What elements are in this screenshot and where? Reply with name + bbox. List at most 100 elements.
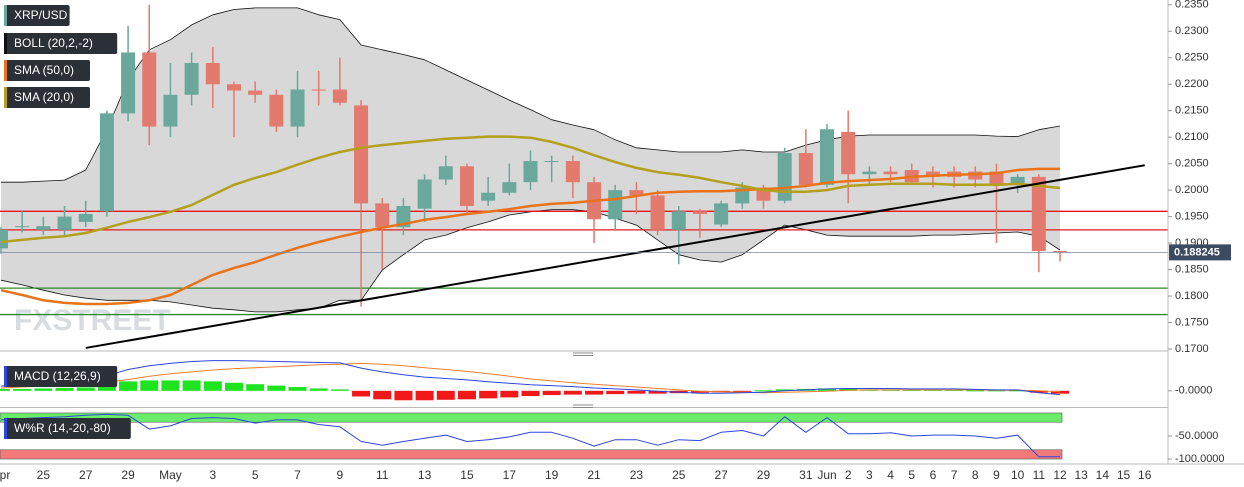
- x-tick-label: 25: [672, 468, 686, 482]
- wr-pane: [0, 412, 1063, 460]
- candle-body: [121, 52, 136, 114]
- candle-body: [205, 63, 220, 85]
- legend-box: [4, 87, 90, 108]
- macd-histogram-bar: [246, 384, 265, 391]
- macd-histogram-bar: [966, 390, 985, 392]
- y-tick-label: -50.0000: [1175, 430, 1218, 442]
- y-tick-label: 0.2300: [1175, 25, 1209, 37]
- candle-body: [502, 182, 517, 193]
- x-tick-label: 14: [1096, 468, 1110, 482]
- candle-body: [311, 89, 326, 91]
- legend-swatch: [4, 60, 7, 81]
- x-tick-label: 29: [757, 468, 771, 482]
- watermark: FXSTREET: [14, 304, 171, 337]
- macd-histogram-bar: [606, 390, 625, 395]
- macd-histogram-bar: [352, 390, 371, 397]
- last-price-label: 0.188245: [1174, 246, 1220, 258]
- x-tick-label: 27: [714, 468, 728, 482]
- x-tick-label: 25: [37, 468, 51, 482]
- candle-body: [57, 216, 72, 230]
- y-tick-label: 0.2000: [1175, 184, 1209, 196]
- legend-swatch: [4, 33, 7, 54]
- x-tick-label: 7: [951, 468, 958, 482]
- macd-histogram-bar: [161, 380, 180, 391]
- macd-histogram-bar: [521, 390, 540, 397]
- legend-box: [4, 366, 118, 387]
- legend-swatch: [4, 87, 7, 108]
- candle-body: [1010, 176, 1025, 185]
- macd-histogram-bar: [203, 381, 222, 391]
- candle-body: [438, 166, 453, 180]
- candle-body: [36, 226, 51, 230]
- candle-body: [184, 63, 199, 95]
- candle-body: [1031, 176, 1046, 252]
- macd-histogram-bar: [733, 390, 752, 392]
- x-tick-label: Apr: [0, 468, 10, 482]
- price-pane: FXSTREET: [0, 4, 1168, 349]
- macd-histogram-bar: [288, 387, 307, 391]
- legend-box: [4, 5, 70, 26]
- candle-body: [459, 166, 474, 207]
- x-tick-label: 2: [845, 468, 852, 482]
- macd-histogram-bar: [754, 390, 773, 392]
- candle-body: [332, 89, 347, 103]
- y-tick-label: 0.1700: [1175, 343, 1209, 355]
- macd-histogram-bar: [13, 388, 32, 391]
- legend-label: SMA (50,0): [14, 63, 74, 77]
- candle-body: [650, 195, 665, 230]
- x-tick-label: 15: [1117, 468, 1131, 482]
- macd-histogram-bar: [500, 390, 519, 398]
- candle-body: [290, 89, 305, 127]
- x-tick-label: 13: [418, 468, 432, 482]
- macd-histogram-bar: [415, 390, 434, 401]
- macd-histogram-bar: [563, 390, 582, 395]
- trendline: [85, 164, 1145, 349]
- x-tick-label: 16: [1138, 468, 1152, 482]
- candle-body: [544, 160, 559, 162]
- x-tick-label: 17: [503, 468, 517, 482]
- x-tick-label: 11: [1033, 468, 1046, 482]
- x-tick-label: 5: [252, 468, 259, 482]
- candle-body: [523, 160, 538, 183]
- y-tick-label: 0.2250: [1175, 52, 1209, 64]
- macd-histogram-bar: [55, 387, 74, 391]
- sma-line: [0, 135, 1061, 244]
- candle-body: [163, 94, 178, 127]
- pane-handle[interactable]: [573, 352, 593, 408]
- candle-body: [925, 171, 940, 177]
- y-tick-label: 0.2350: [1175, 0, 1209, 11]
- x-tick-label: 5: [908, 468, 915, 482]
- macd-histogram-bar: [119, 381, 138, 391]
- macd-histogram-bar: [224, 382, 243, 391]
- legend-swatch: [4, 418, 7, 439]
- candle-body: [142, 52, 157, 127]
- macd-signal-line: [0, 362, 1061, 394]
- x-tick-label: Jun: [817, 468, 836, 482]
- y-tick-label: 0.2100: [1175, 131, 1209, 143]
- legend-box: [4, 418, 131, 439]
- macd-histogram-bar: [585, 390, 604, 395]
- macd-histogram-bar: [436, 390, 455, 400]
- y-tick-label: 0.1800: [1175, 290, 1209, 302]
- x-tick-label: 3: [866, 468, 873, 482]
- macd-histogram-bar: [1051, 390, 1069, 394]
- x-tick-label: 15: [460, 468, 474, 482]
- y-tick-label: 0.1950: [1175, 211, 1209, 223]
- x-tick-label: 12: [1053, 468, 1067, 482]
- macd-histogram-bar: [394, 390, 413, 401]
- wr-line: [0, 413, 1060, 458]
- candle-body: [248, 90, 263, 95]
- x-tick-label: 31: [799, 468, 813, 482]
- candle-body: [396, 206, 411, 228]
- legend-label: XRP/USD: [14, 8, 68, 22]
- x-tick-label: 21: [587, 468, 601, 482]
- legend-label: BOLL (20,2,-2): [14, 36, 93, 50]
- y-tick-label: -0.0000: [1175, 385, 1212, 397]
- candle-body: [0, 229, 8, 249]
- sma-line: [0, 167, 1060, 306]
- macd-histogram-bar: [457, 390, 476, 400]
- candle-body: [481, 192, 496, 201]
- candle-body: [99, 113, 114, 212]
- macd-histogram-bar: [97, 385, 116, 391]
- candle-body: [565, 160, 580, 183]
